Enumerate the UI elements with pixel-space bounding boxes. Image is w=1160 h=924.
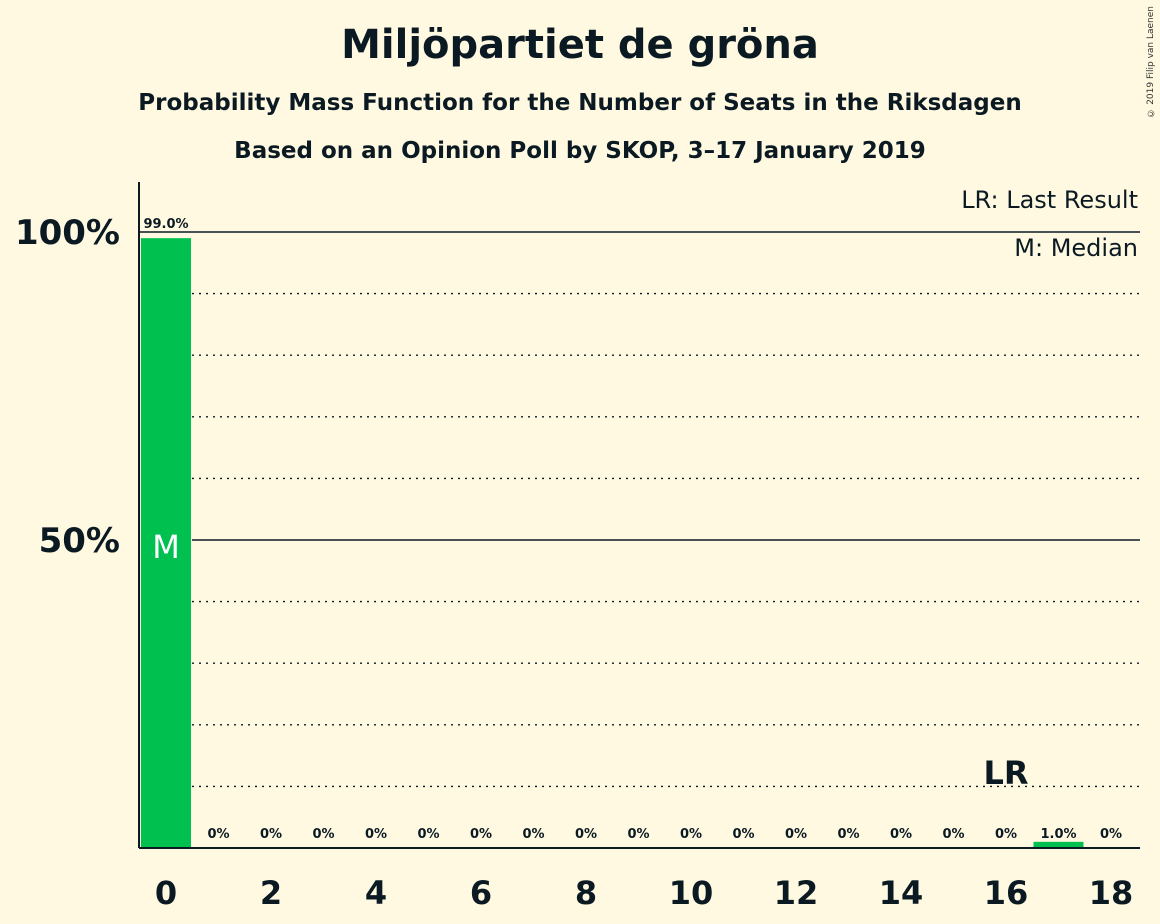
bar-value-label: 0%	[260, 827, 282, 842]
bar	[1033, 841, 1084, 848]
x-tick-label: 2	[260, 874, 282, 912]
bar-value-label: 0%	[470, 827, 492, 842]
bar-value-label: 0%	[627, 827, 649, 842]
chart-title: Miljöpartiet de gröna	[341, 22, 819, 68]
bar-value-label: 1.0%	[1040, 827, 1076, 842]
bar-value-label: 0%	[680, 827, 702, 842]
x-tick-label: 16	[984, 874, 1029, 912]
last-result-marker: LR	[983, 754, 1028, 792]
bar-value-label: 0%	[417, 827, 439, 842]
bar-value-label: 0%	[732, 827, 754, 842]
x-tick-label: 4	[365, 874, 387, 912]
y-tick-label: 100%	[15, 213, 120, 253]
median-marker: M	[152, 528, 180, 566]
bar-value-label: 0%	[312, 827, 334, 842]
x-tick-label: 14	[879, 874, 924, 912]
bar-value-label: 0%	[942, 827, 964, 842]
bar-value-label: 0%	[207, 827, 229, 842]
x-tick-label: 8	[575, 874, 597, 912]
bar-value-label: 0%	[575, 827, 597, 842]
x-tick-label: 6	[470, 874, 492, 912]
x-tick-label: 10	[669, 874, 714, 912]
bar-value-label: 0%	[890, 827, 912, 842]
x-tick-label: 12	[774, 874, 819, 912]
bar	[141, 238, 191, 848]
legend-entry: M: Median	[1014, 234, 1138, 262]
legend-entry: LR: Last Result	[961, 186, 1138, 214]
chart-subtitle: Probability Mass Function for the Number…	[138, 90, 1022, 116]
bar-value-label: 0%	[365, 827, 387, 842]
bar-value-label: 0%	[522, 827, 544, 842]
bar-value-label: 99.0%	[143, 217, 188, 232]
bar-value-label: 0%	[785, 827, 807, 842]
x-tick-label: 0	[155, 874, 177, 912]
chart-subtitle-source: Based on an Opinion Poll by SKOP, 3–17 J…	[234, 138, 926, 164]
bar-value-label: 0%	[1100, 827, 1122, 842]
x-tick-label: 18	[1089, 874, 1134, 912]
bar-value-label: 0%	[995, 827, 1017, 842]
bar-value-label: 0%	[837, 827, 859, 842]
y-tick-label: 50%	[39, 521, 120, 561]
